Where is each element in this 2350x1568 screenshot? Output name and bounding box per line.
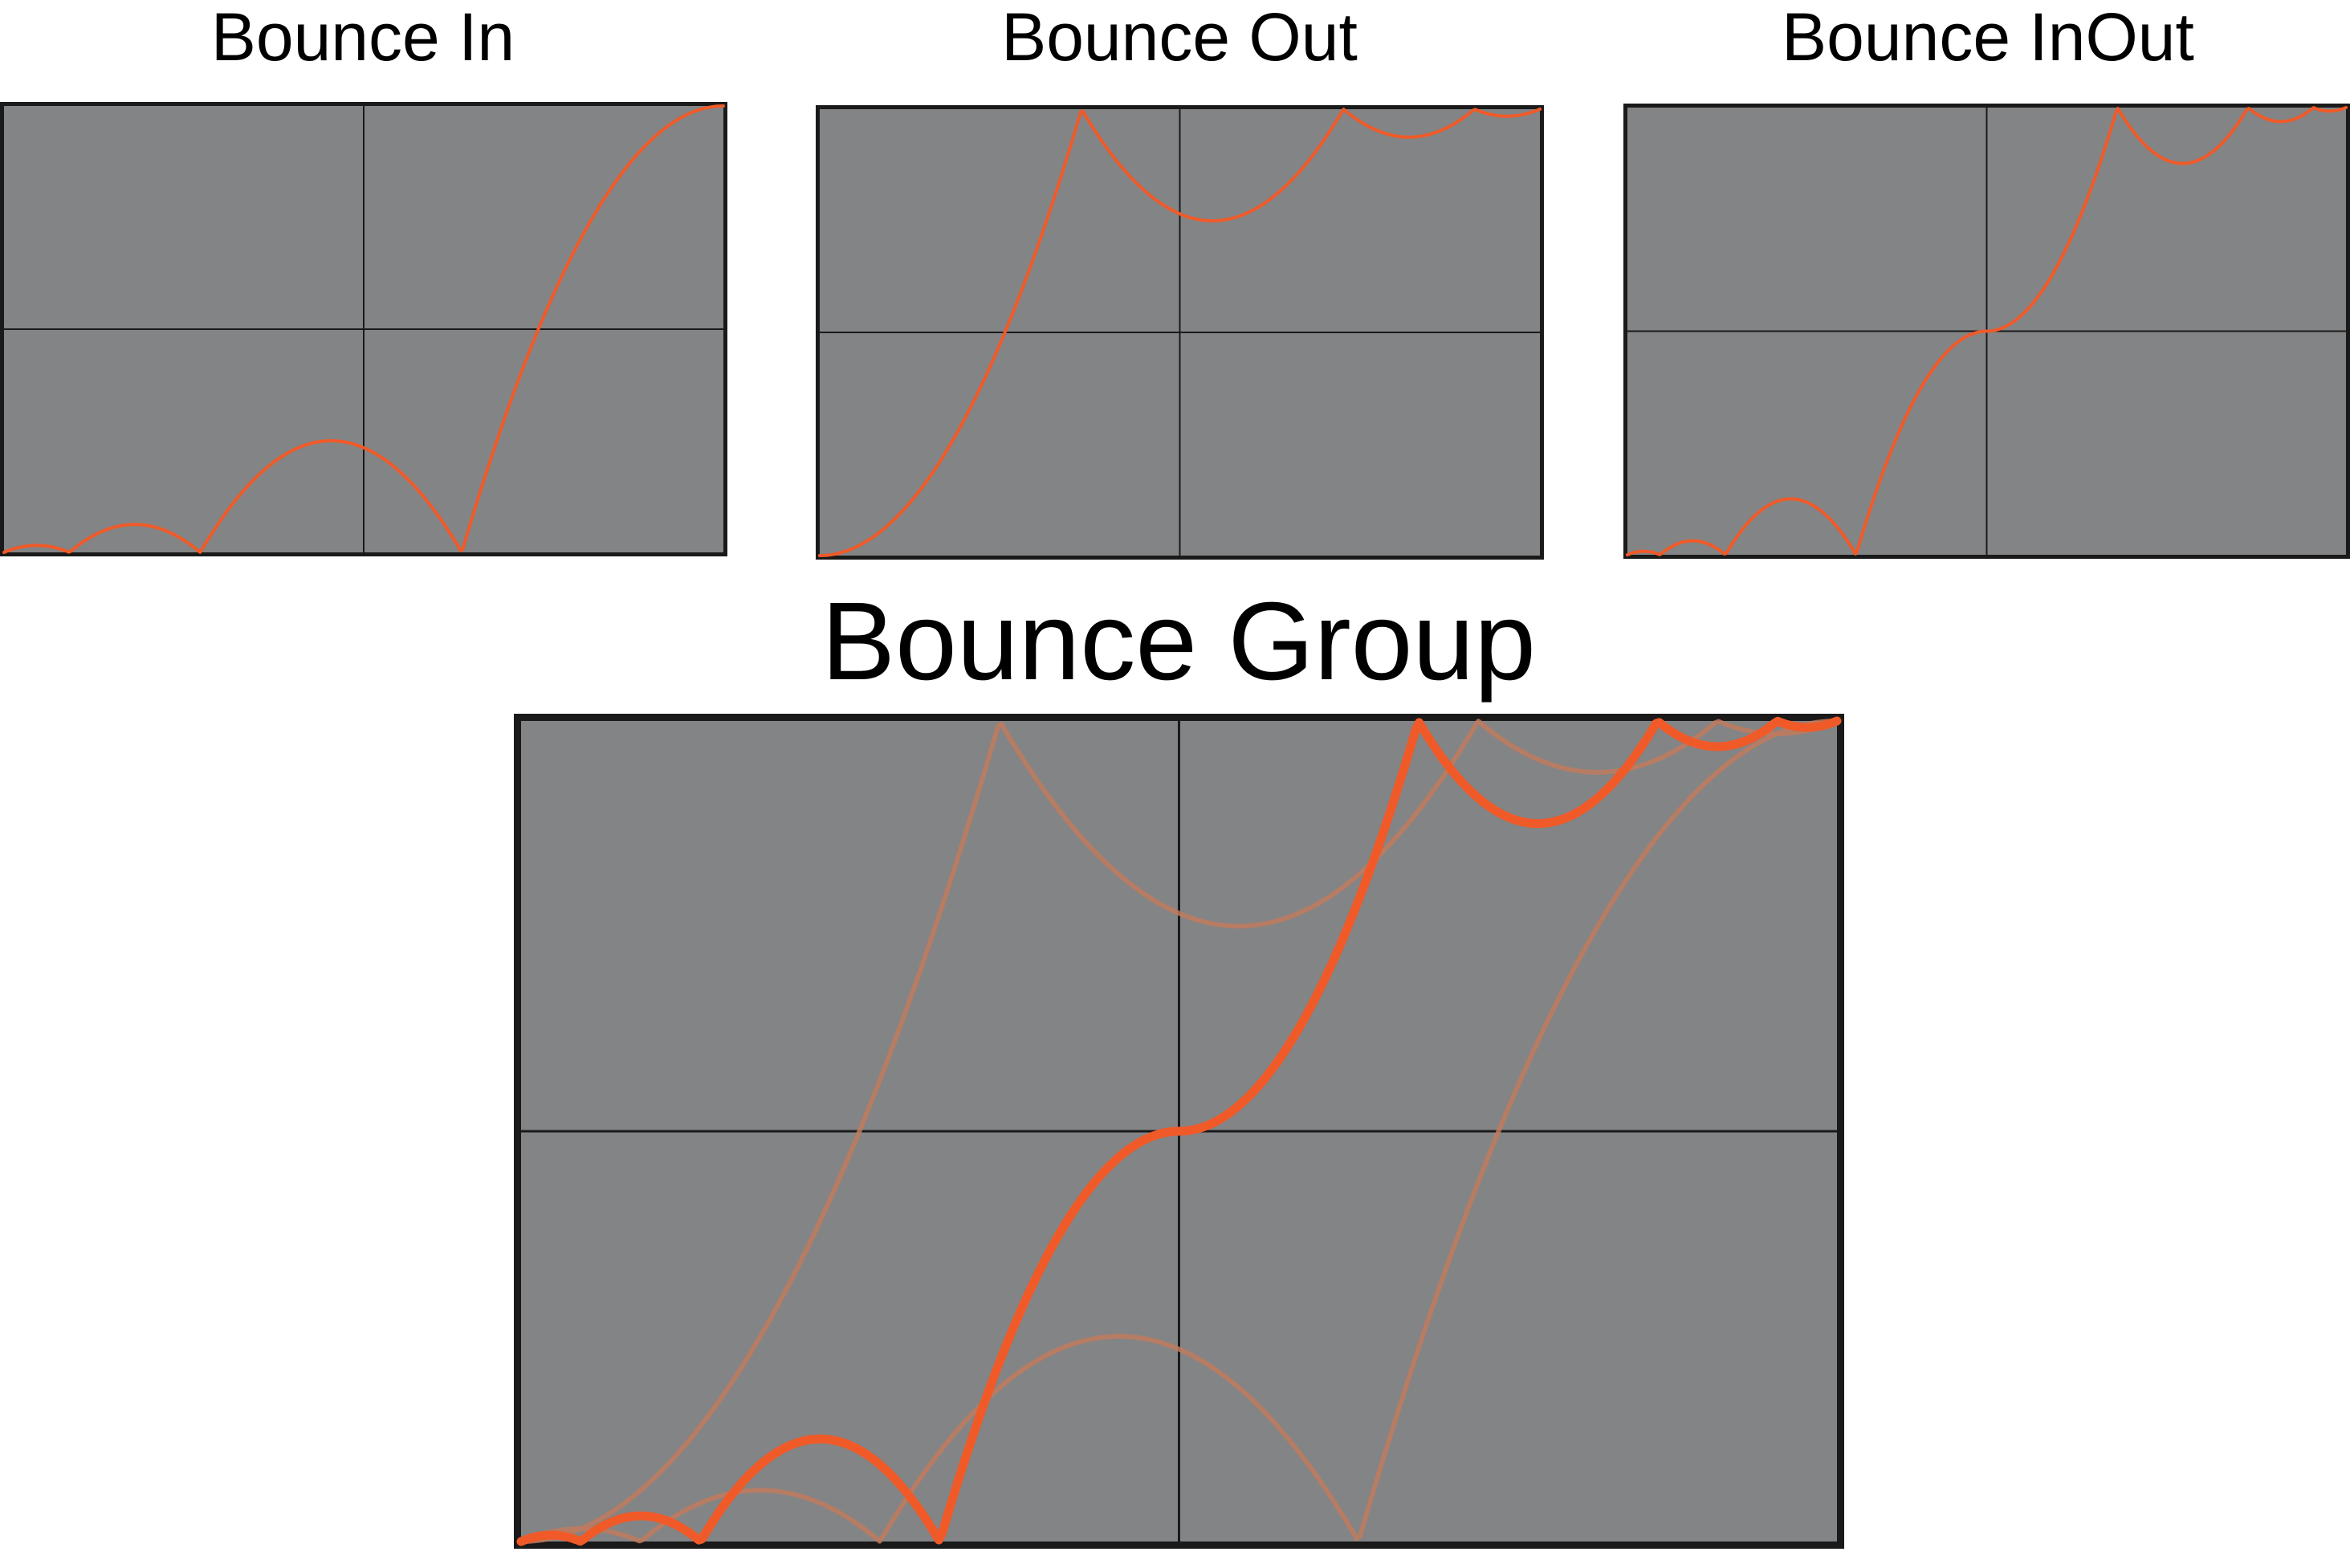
series-line-bounce-out: [519, 719, 1839, 1544]
chart-title-bounce-inout: Bounce InOut: [1782, 0, 2194, 75]
chart-svg: [516, 716, 1842, 1546]
chart-title-bounce-out: Bounce Out: [1001, 0, 1358, 75]
plot-bounce-inout: [1623, 104, 2350, 559]
chart-svg: [1626, 106, 2348, 556]
chart-svg: [2, 104, 725, 554]
series-line-bounce-out: [818, 108, 1542, 557]
plot-bounce-out: [816, 105, 1544, 560]
chart-svg: [818, 108, 1542, 557]
series-line-bounce-inout: [516, 716, 1842, 1546]
series-line-bounce-in: [519, 719, 1839, 1544]
chart-title-bounce-group: Bounce Group: [821, 580, 1536, 703]
chart-title-bounce-in: Bounce In: [210, 0, 515, 75]
series-line-bounce-inout: [1626, 106, 2348, 556]
plot-bounce-in: [0, 102, 727, 556]
series-line-bounce-in: [2, 104, 725, 554]
plot-bounce-group: [514, 714, 1844, 1549]
